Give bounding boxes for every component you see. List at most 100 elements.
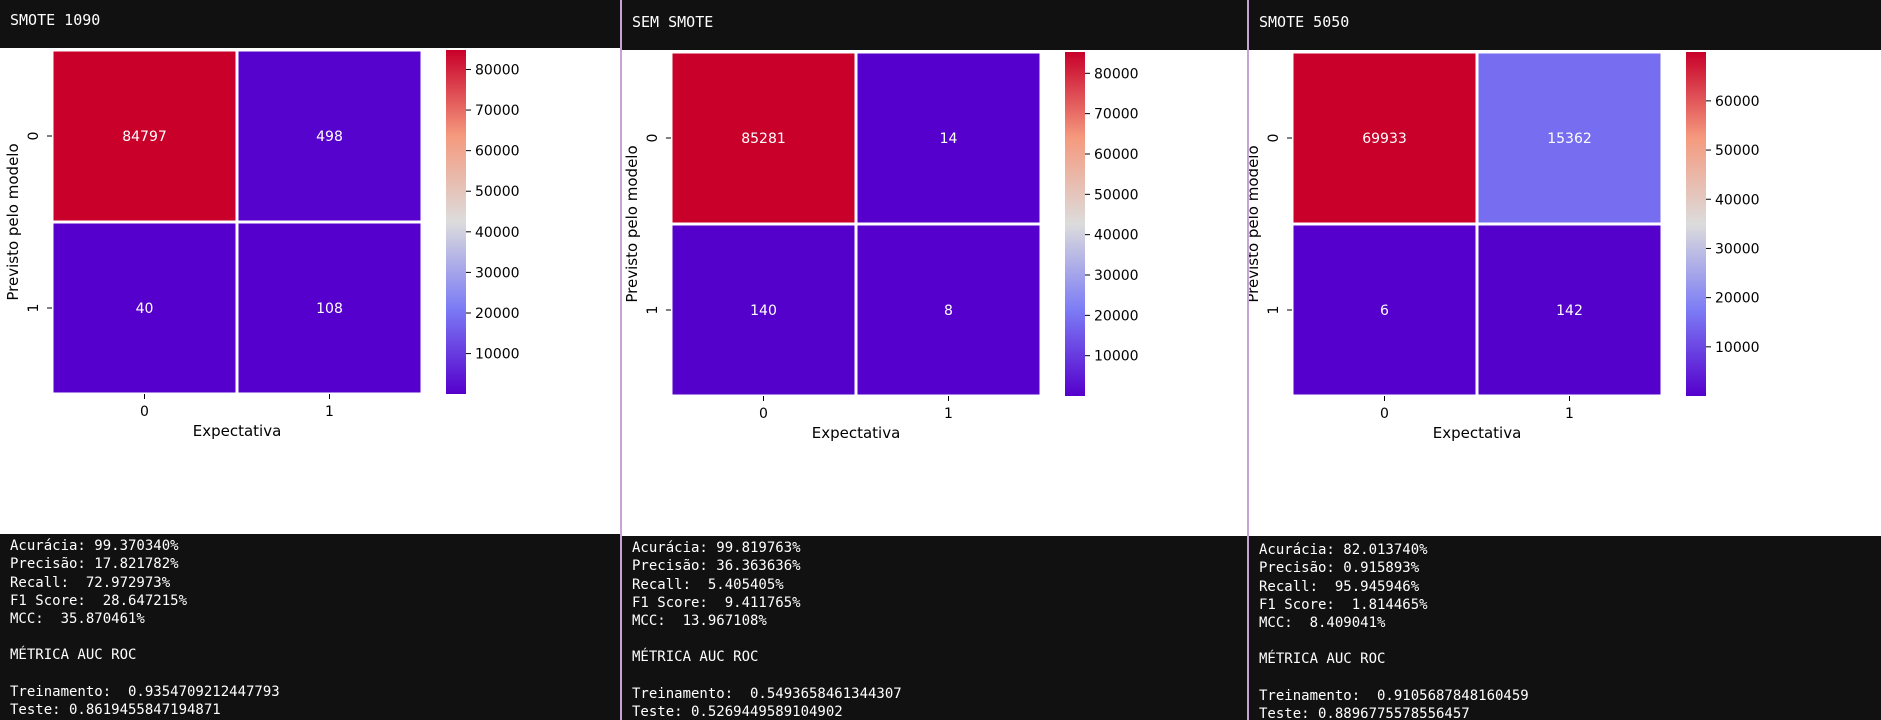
colorbar-tick-label: 20000	[1094, 308, 1139, 324]
panel-title: SMOTE 1090	[10, 11, 101, 29]
y-axis-label: Previsto pelo modelo	[623, 145, 641, 302]
colorbar	[1686, 52, 1706, 396]
y-tick-label: 1	[1266, 306, 1282, 315]
colorbar-tick-label: 50000	[1094, 187, 1139, 203]
colorbar-tick-label: 60000	[475, 144, 520, 160]
y-tick-label: 0	[26, 132, 42, 141]
metric-line: Precisão: 17.821782%	[10, 556, 179, 573]
plot-area: 84797 498 40 108 0 1 0 1 Expectativa Previsto pel…	[0, 48, 622, 534]
y-axis-label: Previsto pelo modelo	[1249, 145, 1262, 302]
colorbar-tick-label: 30000	[1094, 268, 1139, 284]
metric-blank-line	[632, 667, 902, 685]
colorbar-tick-label: 10000	[1715, 340, 1760, 356]
metric-line: MCC: 13.967108%	[632, 613, 767, 630]
confusion-matrix-chart: 84797 498 40 108 0 1 0 1 Expectativa Previsto pel…	[4, 48, 520, 440]
x-tick-label: 1	[944, 406, 953, 422]
heatmap-cells	[669, 50, 1043, 398]
metric-line: F1 Score: 9.411765%	[632, 594, 801, 611]
metric-line: MCC: 8.409041%	[1259, 615, 1386, 632]
confusion-matrix-chart: 69933 15362 6 142 0 1 0 1 Expectativa Previsto pe…	[1249, 50, 1760, 442]
colorbar-tick-label: 50000	[475, 184, 520, 200]
cell-value-1-1: 142	[1556, 303, 1583, 319]
colorbar-tick-label: 70000	[475, 103, 520, 119]
metric-line: Treinamento: 0.5493658461344307	[632, 685, 902, 702]
panel-header: SMOTE 1090	[0, 0, 622, 48]
colorbar-tick-label: 20000	[475, 306, 520, 322]
metrics-block: Acurácia: 99.370340% Precisão: 17.821782%…	[10, 537, 280, 719]
x-tick-label: 1	[325, 404, 334, 420]
colorbar-tick-label: 80000	[475, 62, 520, 78]
panel-header: SEM SMOTE	[622, 0, 1248, 48]
y-tick-label: 0	[645, 134, 661, 143]
colorbar-tick-label: 30000	[1715, 241, 1760, 257]
y-tick-label: 1	[26, 304, 42, 313]
plot-area: 85281 14 140 8 0 1 0 1 Expectativa Previsto pelo …	[622, 50, 1248, 536]
metric-line: Recall: 95.945946%	[1259, 578, 1420, 595]
y-tick-label: 1	[645, 306, 661, 315]
metrics-block: Acurácia: 99.819763% Precisão: 36.363636%…	[632, 539, 902, 720]
cell-value-0-1: 14	[940, 131, 958, 147]
metric-blank-line	[1259, 669, 1529, 687]
metric-line: Treinamento: 0.9354709212447793	[10, 683, 280, 700]
cell-value-1-0: 140	[750, 303, 777, 319]
colorbar-tick-label: 40000	[475, 225, 520, 241]
metric-line: F1 Score: 28.647215%	[10, 592, 188, 609]
cell-value-0-0: 85281	[741, 131, 786, 147]
metrics-block: Acurácia: 82.013740% Precisão: 0.915893% R…	[1259, 541, 1529, 720]
metric-line: F1 Score: 1.814465%	[1259, 596, 1428, 613]
metric-line: Treinamento: 0.9105687848160459	[1259, 687, 1529, 704]
colorbar-tick-label: 60000	[1715, 94, 1760, 110]
cell-0-0	[50, 48, 239, 224]
cell-value-0-0: 69933	[1362, 131, 1407, 147]
panel-smote-1090: SMOTE 1090 84797 498 40 108 0 1 0 1 Expectativa P…	[0, 0, 622, 720]
confusion-matrix-chart: 85281 14 140 8 0 1 0 1 Expectativa Previsto pelo …	[623, 50, 1139, 442]
cell-1-1	[235, 220, 424, 396]
colorbar-tick-label: 50000	[1715, 143, 1760, 159]
metric-line: Teste: 0.8619455847194871	[10, 702, 221, 719]
panel-smote-5050: SMOTE 5050 69933 15362 6 142 0 1 0 1 Expectativa…	[1249, 0, 1881, 720]
metric-blank-line	[10, 665, 280, 683]
colorbar	[1065, 52, 1085, 396]
colorbar-tick-label: 40000	[1094, 228, 1139, 244]
cell-value-1-0: 6	[1380, 303, 1389, 319]
colorbar-tick-label: 80000	[1094, 66, 1139, 82]
colorbar-tick-label: 10000	[475, 347, 520, 363]
metric-blank-line	[632, 630, 902, 648]
colorbar-tick-label: 10000	[1094, 349, 1139, 365]
cell-value-1-1: 8	[944, 303, 953, 319]
x-axis-label: Expectativa	[1433, 424, 1522, 442]
cell-value-1-1: 108	[316, 301, 343, 317]
y-tick-label: 0	[1266, 134, 1282, 143]
panel-title: SEM SMOTE	[632, 13, 714, 31]
x-tick-label: 0	[759, 406, 768, 422]
metric-line: MCC: 35.870461%	[10, 611, 145, 628]
x-axis-label: Expectativa	[193, 422, 282, 440]
cell-value-0-1: 498	[316, 129, 343, 145]
panel-sem-smote: SEM SMOTE 85281 14 140 8 0 1 0 1 Expectativa Prev…	[622, 0, 1248, 720]
panel-title: SMOTE 5050	[1259, 13, 1350, 31]
panel-header: SMOTE 5050	[1249, 0, 1881, 48]
x-tick-label: 1	[1565, 406, 1574, 422]
cell-0-0	[1290, 50, 1479, 226]
colorbar-tick-label: 60000	[1094, 147, 1139, 163]
metric-line: Recall: 72.972973%	[10, 574, 171, 591]
cell-0-0	[669, 50, 858, 226]
colorbar-tick-label: 30000	[475, 265, 520, 281]
cell-value-0-0: 84797	[122, 129, 167, 145]
cell-value-1-0: 40	[136, 301, 154, 317]
metric-line: Teste: 0.5269449589104902	[632, 704, 843, 720]
x-tick-label: 0	[1380, 406, 1389, 422]
x-tick-label: 0	[140, 404, 149, 420]
colorbar-tick-label: 70000	[1094, 107, 1139, 123]
y-axis-label: Previsto pelo modelo	[4, 143, 22, 300]
heatmap-cells	[1290, 50, 1664, 398]
x-axis-label: Expectativa	[812, 424, 901, 442]
metric-line: MÉTRICA AUC ROC	[632, 649, 759, 666]
cell-0-1	[854, 50, 1043, 226]
cell-1-0	[669, 222, 858, 398]
heatmap-cells	[50, 48, 424, 396]
plot-area: 69933 15362 6 142 0 1 0 1 Expectativa Previsto pe…	[1249, 50, 1881, 536]
cell-1-0	[50, 220, 239, 396]
metric-line: Teste: 0.8896775578556457	[1259, 706, 1470, 720]
metric-line: Acurácia: 99.370340%	[10, 538, 179, 554]
